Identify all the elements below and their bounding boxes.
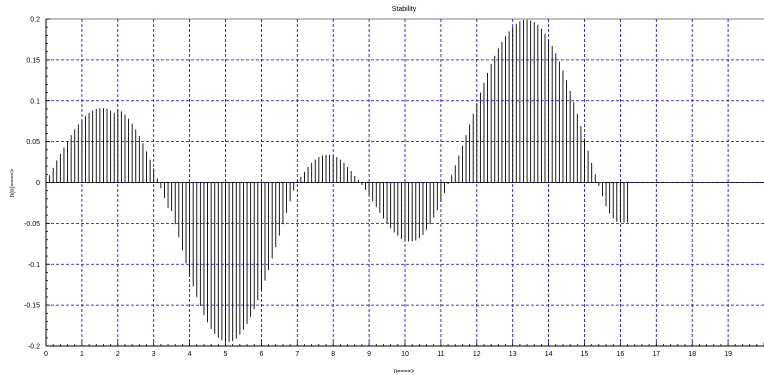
tick-labels: 0 1 2 3 4 5 6 7 8 9 10 11 12 13 14 15 16 17 18 190.20.150.1… [24, 17, 732, 359]
x-tick-label-9: 9 [367, 351, 371, 358]
y-tick-label--0.2: -0.2 [28, 344, 40, 351]
y-tick-label-0.1: 0.1 [30, 98, 40, 105]
y-tick-label-0.15: 0.15 [26, 57, 40, 64]
x-tick-label-3: 3 [152, 351, 156, 358]
y-tick-label-0.2: 0.2 [30, 17, 40, 24]
x-tick-label-7: 7 [295, 351, 299, 358]
x-tick-label-1: 1 [80, 351, 84, 358]
stem-series [46, 19, 764, 342]
y-axis-label: h(n)====> [10, 168, 16, 197]
x-axis-label: n====> [394, 369, 415, 375]
x-tick-label-15: 15 [581, 351, 589, 358]
grid-lines [46, 19, 764, 346]
chart-title: Stability [392, 6, 417, 13]
tick-marks [45, 18, 764, 347]
x-tick-label-6: 6 [259, 351, 263, 358]
y-tick-label-0.05: 0.05 [26, 139, 40, 146]
x-tick-label-10: 10 [401, 351, 409, 358]
x-tick-label-18: 18 [688, 351, 696, 358]
x-tick-label-2: 2 [116, 351, 120, 358]
x-tick-label-17: 17 [652, 351, 660, 358]
x-tick-label-4: 4 [188, 351, 192, 358]
x-tick-label-13: 13 [509, 351, 517, 358]
x-tick-label-14: 14 [545, 351, 553, 358]
x-tick-label-0: 0 [44, 351, 48, 358]
x-tick-label-11: 11 [437, 351, 444, 358]
x-tick-label-12: 12 [473, 351, 481, 358]
x-tick-label-19: 19 [724, 351, 732, 358]
y-tick-label--0.05: -0.05 [24, 221, 40, 228]
x-tick-label-16: 16 [617, 351, 625, 358]
y-tick-label-0: 0 [36, 180, 40, 187]
y-tick-label--0.15: -0.15 [24, 303, 40, 310]
x-tick-label-8: 8 [331, 351, 335, 358]
x-tick-label-5: 5 [224, 351, 228, 358]
y-tick-label--0.1: -0.1 [28, 262, 40, 269]
